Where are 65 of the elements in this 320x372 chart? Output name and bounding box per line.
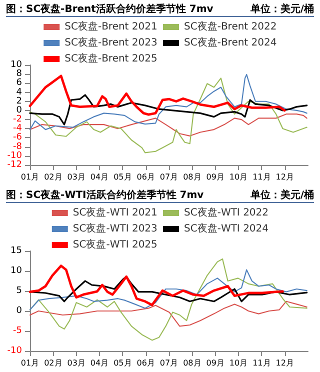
legend-label: SC夜盘-Brent 2023 xyxy=(64,36,158,48)
x-tick-label: 04月 xyxy=(90,358,109,368)
y-tick-label: 8 xyxy=(16,69,22,80)
line-series xyxy=(29,300,308,327)
line-series xyxy=(28,264,284,306)
y-tick-label: 10 xyxy=(10,266,22,276)
y-tick-label: -12 xyxy=(7,160,22,170)
legend-label: SC夜盘-Brent 2022 xyxy=(184,20,277,32)
x-tick-label: 01月 xyxy=(20,172,40,182)
x-tick-label: 02月 xyxy=(44,358,62,368)
y-tick-label: 4 xyxy=(16,87,22,98)
y-tick-label: 10 xyxy=(10,60,22,70)
y-tick-label: 0 xyxy=(16,306,22,316)
line-series xyxy=(29,78,308,154)
x-tick-label: 06月 xyxy=(136,172,155,182)
legend-label: SC夜盘-Brent 2021 xyxy=(64,20,158,32)
x-tick-label: 12月 xyxy=(276,358,294,368)
x-tick-label: 06月 xyxy=(136,358,155,368)
x-tick-label: 11月 xyxy=(252,172,271,182)
line-series xyxy=(29,94,308,126)
x-tick-label: 01月 xyxy=(20,358,40,368)
text: 单位：美元/桶 xyxy=(250,190,314,201)
y-tick-label: 15 xyxy=(10,246,22,256)
legend-label: SC夜盘-Brent 2025 xyxy=(64,52,158,64)
x-tick-label: 08月 xyxy=(183,358,202,368)
y-tick-label: 2 xyxy=(16,96,22,106)
x-tick-label: 04月 xyxy=(90,172,109,182)
x-tick-label: 02月 xyxy=(44,172,62,182)
line-series xyxy=(28,74,286,116)
legend-label: SC夜盘-WTI 2022 xyxy=(184,206,269,218)
line-series xyxy=(29,276,308,302)
line-series xyxy=(29,74,308,130)
y-tick-label: -10 xyxy=(7,150,22,161)
y-tick-label: -8 xyxy=(13,142,22,152)
x-tick-label: 10月 xyxy=(229,358,248,368)
x-tick-label: 07月 xyxy=(160,172,178,182)
text: 单位：美元/桶 xyxy=(250,4,314,15)
x-tick-label: 10月 xyxy=(229,172,248,182)
x-tick-label: 07月 xyxy=(160,358,178,368)
x-tick-label: 09月 xyxy=(206,172,224,182)
legend-label: SC夜盘-WTI 2023 xyxy=(72,222,158,234)
y-tick-label: 5 xyxy=(16,286,22,296)
line-series xyxy=(29,269,308,310)
y-tick-label: -6 xyxy=(13,132,22,143)
x-tick-label: 05月 xyxy=(114,358,132,368)
x-tick-label: 11月 xyxy=(252,358,271,368)
y-tick-label: -10 xyxy=(7,346,22,356)
y-tick-label: 6 xyxy=(16,78,22,88)
x-tick-label: 03月 xyxy=(67,358,86,368)
legend-label: SC夜盘-WTI 2024 xyxy=(184,222,269,234)
y-tick-label: -2 xyxy=(13,114,22,125)
x-tick-label: 08月 xyxy=(183,172,202,182)
x-tick-label: 05月 xyxy=(114,172,132,182)
legend-label: SC夜盘-WTI 2021 xyxy=(72,206,158,218)
y-tick-label: 0 xyxy=(16,105,22,116)
legend-label: SC夜盘-Brent 2024 xyxy=(184,36,277,48)
x-tick-label: 12月 xyxy=(276,172,294,182)
y-tick-label: -5 xyxy=(13,326,22,336)
x-tick-label: 03月 xyxy=(67,172,86,182)
chart-title: 图：SC夜盘-Brent活跃合约价差季节性 7mv xyxy=(6,2,214,16)
chart-title: 图：SC夜盘-WTI活跃合约价差季节性 7mv xyxy=(6,188,204,202)
line-series xyxy=(29,114,308,136)
legend-label: SC夜盘-WTI 2025 xyxy=(72,238,158,250)
x-tick-label: 09月 xyxy=(206,358,224,368)
y-tick-label: -4 xyxy=(13,124,22,134)
